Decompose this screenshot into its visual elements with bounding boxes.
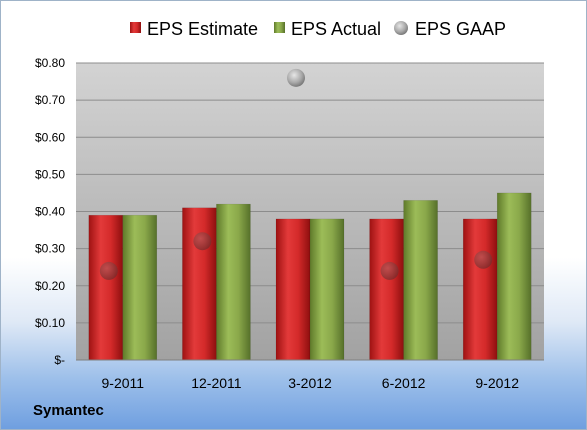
y-tick-label: $0.70 bbox=[35, 93, 65, 107]
x-axis-labels: 9-2011 12-2011 3-2012 6-2012 9-2012 bbox=[102, 375, 520, 391]
bar-estimate bbox=[88, 214, 124, 361]
legend-label-actual: EPS Actual bbox=[291, 19, 381, 39]
gaap-bubble bbox=[474, 250, 493, 269]
bar-actual bbox=[496, 192, 532, 361]
legend-label-estimate: EPS Estimate bbox=[147, 19, 258, 39]
bar-actual bbox=[122, 214, 158, 361]
x-tick-label: 12-2011 bbox=[191, 375, 242, 391]
gaap-bubble bbox=[287, 68, 305, 87]
x-tick-label: 9-2011 bbox=[102, 375, 145, 391]
legend-label-gaap: EPS GAAP bbox=[415, 19, 506, 39]
legend-swatch-estimate bbox=[130, 22, 141, 33]
bar-actual bbox=[309, 218, 345, 361]
x-tick-label: 9-2012 bbox=[475, 375, 519, 391]
bar-estimate bbox=[369, 218, 404, 361]
gaap-bubble bbox=[99, 261, 118, 280]
bar-actual bbox=[216, 203, 251, 361]
bar-estimate bbox=[275, 218, 311, 361]
company-name: Symantec bbox=[33, 402, 104, 419]
y-tick-label: $0.40 bbox=[35, 205, 65, 219]
y-tick-label: $0.10 bbox=[35, 316, 65, 330]
legend: EPS Estimate EPS Actual EPS GAAP bbox=[130, 19, 506, 39]
y-tick-label: $0.30 bbox=[35, 242, 65, 256]
gaap-bubble bbox=[380, 261, 399, 280]
x-tick-label: 3-2012 bbox=[288, 375, 332, 391]
y-tick-label: $- bbox=[54, 353, 65, 367]
y-tick-label: $0.80 bbox=[35, 56, 65, 70]
y-axis-ticks: $- $0.10 $0.20 $0.30 $0.40 $0.50 $0.60 $0.70 $0.… bbox=[35, 56, 65, 367]
bar-estimate bbox=[462, 218, 498, 361]
gaap-bubble bbox=[193, 232, 212, 251]
bars bbox=[88, 192, 532, 361]
legend-swatch-gaap bbox=[394, 21, 408, 35]
y-tick-label: $0.50 bbox=[35, 167, 65, 181]
y-tick-label: $0.20 bbox=[35, 279, 65, 293]
x-tick-label: 6-2012 bbox=[382, 375, 426, 391]
bar-estimate bbox=[182, 207, 217, 361]
bar-actual bbox=[403, 200, 438, 361]
gaap-bubbles bbox=[99, 68, 493, 280]
y-tick-label: $0.60 bbox=[35, 130, 65, 144]
legend-swatch-actual bbox=[274, 22, 285, 33]
